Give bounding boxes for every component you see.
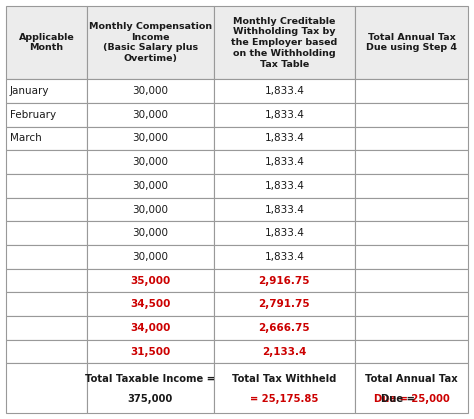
Bar xyxy=(355,316,468,340)
Text: 30,000: 30,000 xyxy=(132,110,168,120)
Bar xyxy=(87,269,214,292)
Text: January: January xyxy=(10,86,49,96)
Text: 34,500: 34,500 xyxy=(130,299,171,309)
Text: 30,000: 30,000 xyxy=(132,86,168,96)
Bar xyxy=(355,245,468,269)
Bar xyxy=(214,316,355,340)
Bar xyxy=(214,340,355,363)
Bar xyxy=(355,6,468,79)
Bar xyxy=(355,150,468,174)
Text: Total Tax Withheld: Total Tax Withheld xyxy=(232,374,337,384)
Bar xyxy=(355,103,468,127)
Bar xyxy=(87,127,214,150)
Text: 2,133.4: 2,133.4 xyxy=(262,347,307,357)
Bar xyxy=(214,103,355,127)
Bar xyxy=(87,198,214,221)
Bar xyxy=(87,316,214,340)
Bar xyxy=(6,198,87,221)
Text: 30,000: 30,000 xyxy=(132,181,168,191)
Bar xyxy=(6,150,87,174)
Bar xyxy=(355,174,468,198)
Bar xyxy=(355,363,468,413)
Bar xyxy=(87,103,214,127)
Bar xyxy=(6,363,87,413)
Text: 375,000: 375,000 xyxy=(128,394,173,404)
Text: Monthly Compensation
Income
(Basic Salary plus
Overtime): Monthly Compensation Income (Basic Salar… xyxy=(89,22,212,63)
Text: 30,000: 30,000 xyxy=(132,204,168,215)
Bar xyxy=(6,127,87,150)
Bar xyxy=(355,79,468,103)
Bar xyxy=(214,292,355,316)
Bar xyxy=(214,245,355,269)
Bar xyxy=(6,221,87,245)
Bar xyxy=(355,127,468,150)
Bar xyxy=(355,340,468,363)
Text: 1,833.4: 1,833.4 xyxy=(264,110,304,120)
Text: 1,833.4: 1,833.4 xyxy=(264,133,304,143)
Bar xyxy=(355,269,468,292)
Text: 35,000: 35,000 xyxy=(130,276,171,286)
Bar xyxy=(6,340,87,363)
Text: Due = 25,000: Due = 25,000 xyxy=(374,394,449,404)
Text: Applicable
Month: Applicable Month xyxy=(18,33,74,52)
Text: 1,833.4: 1,833.4 xyxy=(264,86,304,96)
Bar xyxy=(214,79,355,103)
Text: Due =: Due = xyxy=(382,394,419,404)
Text: 1,833.4: 1,833.4 xyxy=(264,157,304,167)
Text: 2,916.75: 2,916.75 xyxy=(259,276,310,286)
Text: 34,000: 34,000 xyxy=(130,323,171,333)
Bar xyxy=(87,6,214,79)
Bar xyxy=(87,221,214,245)
Bar xyxy=(87,79,214,103)
Text: 2,791.75: 2,791.75 xyxy=(258,299,310,309)
Text: 1,833.4: 1,833.4 xyxy=(264,252,304,262)
Bar xyxy=(87,292,214,316)
Text: 1,833.4: 1,833.4 xyxy=(264,181,304,191)
Bar xyxy=(87,174,214,198)
Bar xyxy=(87,150,214,174)
Bar xyxy=(214,363,355,413)
Text: = 25,175.85: = 25,175.85 xyxy=(250,394,319,404)
Bar xyxy=(214,221,355,245)
Text: 1,833.4: 1,833.4 xyxy=(264,228,304,238)
Text: 2,666.75: 2,666.75 xyxy=(258,323,310,333)
Bar xyxy=(355,198,468,221)
Text: 30,000: 30,000 xyxy=(132,133,168,143)
Bar xyxy=(214,127,355,150)
Text: Monthly Creditable
Withholding Tax by
the Employer based
on the Withholding
Tax : Monthly Creditable Withholding Tax by th… xyxy=(231,17,337,69)
Bar xyxy=(6,292,87,316)
Bar xyxy=(87,245,214,269)
Bar xyxy=(6,6,87,79)
Text: Total Taxable Income =: Total Taxable Income = xyxy=(85,374,215,384)
Bar xyxy=(355,292,468,316)
Bar xyxy=(87,363,214,413)
Bar xyxy=(6,269,87,292)
Bar xyxy=(214,150,355,174)
Bar xyxy=(6,103,87,127)
Bar xyxy=(6,316,87,340)
Bar xyxy=(6,174,87,198)
Text: March: March xyxy=(10,133,42,143)
Text: 30,000: 30,000 xyxy=(132,252,168,262)
Bar xyxy=(214,174,355,198)
Text: 1,833.4: 1,833.4 xyxy=(264,204,304,215)
Bar xyxy=(214,198,355,221)
Text: Total Annual Tax
Due using Step 4: Total Annual Tax Due using Step 4 xyxy=(366,33,457,52)
Text: 30,000: 30,000 xyxy=(132,228,168,238)
Text: February: February xyxy=(10,110,56,120)
Bar xyxy=(214,6,355,79)
Bar xyxy=(214,269,355,292)
Bar xyxy=(87,340,214,363)
Text: 30,000: 30,000 xyxy=(132,157,168,167)
Bar xyxy=(6,79,87,103)
Bar xyxy=(6,245,87,269)
Text: 31,500: 31,500 xyxy=(130,347,171,357)
Bar xyxy=(355,221,468,245)
Text: Total Annual Tax: Total Annual Tax xyxy=(365,374,458,384)
